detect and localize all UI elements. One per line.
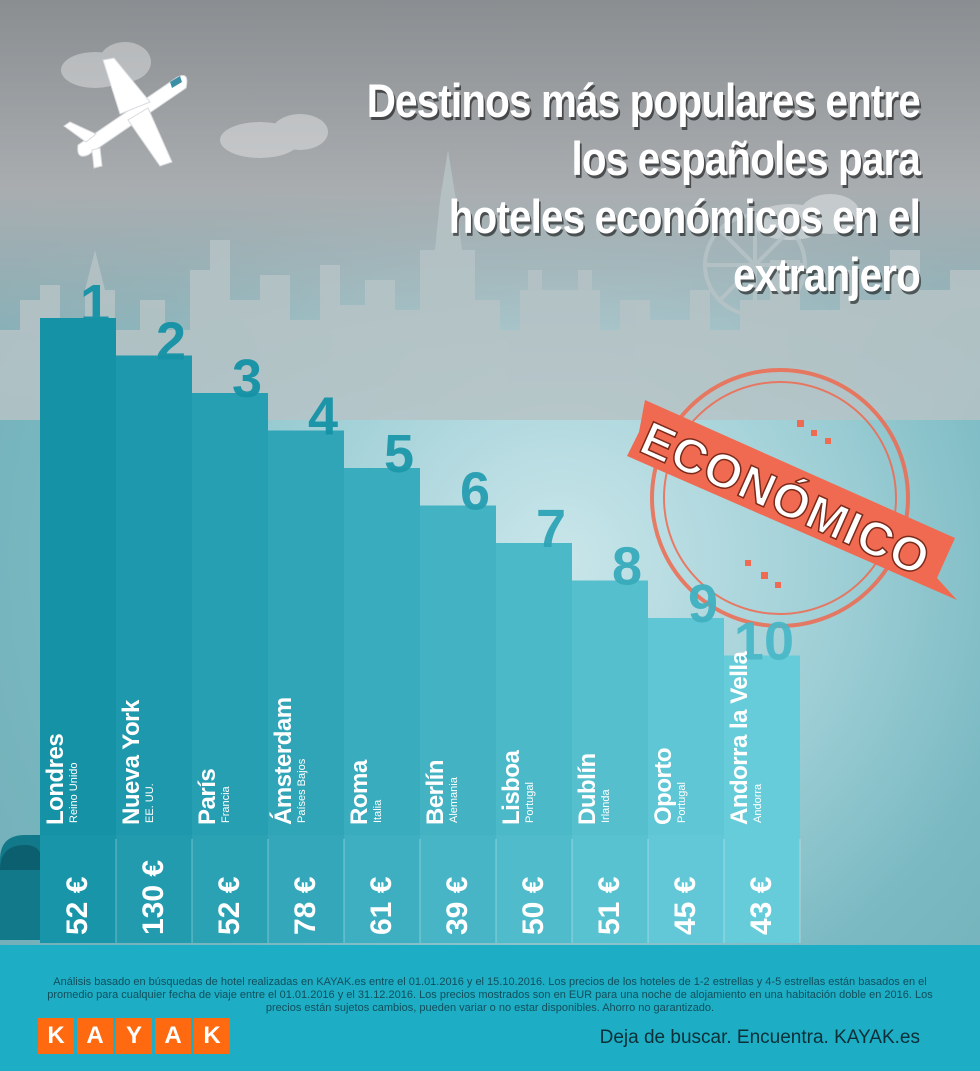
bar — [268, 430, 344, 845]
price-label: 50 € — [517, 876, 550, 935]
city-label: Andorra la Vella Andorra — [726, 651, 764, 825]
city-name: París — [194, 768, 221, 825]
price-tab — [648, 835, 724, 943]
city-name: Andorra la Vella — [726, 651, 753, 825]
country-name: Andorra — [752, 783, 764, 823]
city-name: Oporto — [650, 748, 677, 825]
rank-number: 5 — [384, 424, 414, 484]
disclaimer-text: Análisis basado en búsquedas de hotel re… — [47, 976, 933, 1014]
price-tab — [496, 835, 572, 943]
bar — [496, 543, 572, 845]
logo-letter: K — [38, 1018, 74, 1054]
price-tab — [192, 835, 268, 943]
city-name: Dublín — [574, 753, 601, 825]
title-line-1: Destinos más populares entre — [366, 74, 921, 127]
price-label: 52 € — [213, 876, 246, 935]
price-label: 51 € — [593, 876, 626, 935]
country-name: Países Bajos — [296, 758, 308, 823]
price-label: 39 € — [441, 876, 474, 935]
rank-number: 3 — [232, 349, 262, 409]
title-line-2: los españoles para — [571, 132, 921, 185]
bar — [648, 618, 724, 845]
city-label: Roma Italia — [346, 760, 384, 825]
price-label: 45 € — [669, 876, 702, 935]
rank-number: 2 — [156, 312, 186, 372]
bar — [192, 393, 268, 845]
airplane-icon — [63, 57, 188, 169]
logo-letter: K — [194, 1018, 230, 1054]
tagline[interactable]: Deja de buscar. Encuentra. KAYAK.es — [599, 1027, 920, 1048]
price-tab — [40, 835, 116, 943]
rank-number: 8 — [612, 537, 642, 597]
city-label: Dublín Irlanda — [574, 753, 612, 825]
country-name: Portugal — [524, 782, 536, 823]
price-label: 130 € — [137, 859, 170, 935]
price-label: 52 € — [61, 876, 94, 935]
logo-letter: A — [77, 1018, 113, 1054]
bar — [116, 355, 192, 845]
kayak-logo[interactable]: K A Y A K — [38, 1018, 230, 1054]
city-name: Ámsterdam — [270, 697, 297, 825]
city-label: Lisboa Portugal — [498, 750, 536, 825]
bar — [344, 468, 420, 845]
country-name: Francia — [220, 786, 232, 823]
city-label: París Francia — [194, 768, 232, 825]
city-label: Nueva York EE. UU. — [118, 700, 156, 825]
city-name: Nueva York — [118, 700, 145, 825]
bar — [572, 580, 648, 845]
logo-letter: Y — [116, 1018, 152, 1054]
rank-number: 7 — [536, 499, 566, 559]
bar — [40, 318, 116, 845]
price-tab — [344, 835, 420, 943]
price-label: 78 € — [289, 876, 322, 935]
city-name: Lisboa — [498, 750, 525, 825]
ribbon-curl-shadow — [0, 845, 42, 870]
country-name: Italia — [372, 799, 384, 823]
city-name: Roma — [346, 760, 373, 825]
country-name: Irlanda — [600, 789, 612, 823]
country-name: EE. UU. — [144, 783, 156, 823]
price-tab — [724, 835, 800, 943]
rank-number: 9 — [688, 574, 718, 634]
price-tab — [572, 835, 648, 943]
bar — [420, 505, 496, 845]
rank-number: 6 — [460, 462, 490, 522]
country-name: Portugal — [676, 782, 688, 823]
country-name: Alemania — [448, 777, 460, 823]
logo-letter: A — [155, 1018, 191, 1054]
city-name: Londres — [42, 733, 69, 825]
price-tab — [420, 835, 496, 943]
bar — [724, 655, 800, 845]
city-skyline-illustration — [0, 42, 980, 420]
price-tab — [116, 835, 192, 943]
footer: Análisis basado en búsquedas de hotel re… — [0, 945, 980, 1071]
price-tab — [268, 835, 344, 943]
title-line-3: hoteles económicos en el extranjero — [448, 190, 921, 301]
infographic-title: Destinos más populares entre los español… — [266, 72, 921, 304]
rank-number: 1 — [80, 274, 110, 334]
city-label: Oporto Portugal — [650, 748, 688, 825]
city-label: Londres Reino Unido — [42, 733, 80, 825]
city-label: Berlín Alemania — [422, 759, 460, 825]
city-name: Berlín — [422, 759, 449, 825]
economico-stamp: ECONÓMICO — [627, 368, 957, 628]
price-label: 61 € — [365, 876, 398, 935]
rank-number: 4 — [308, 387, 338, 447]
rank-number: 10 — [734, 612, 794, 672]
country-name: Reino Unido — [68, 762, 80, 823]
city-label: Ámsterdam Países Bajos — [270, 697, 308, 825]
price-label: 43 € — [745, 876, 778, 935]
